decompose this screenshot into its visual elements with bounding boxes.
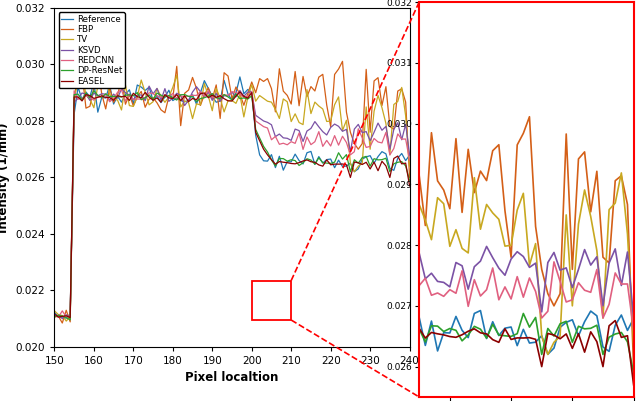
EASEL	[358, 162, 366, 167]
TV	[141, 90, 149, 95]
TV	[102, 75, 109, 80]
Line: REDCNN: REDCNN	[54, 90, 410, 317]
KSVD	[145, 84, 153, 89]
FBP	[138, 89, 145, 94]
REDCNN	[406, 158, 413, 163]
REDCNN	[264, 126, 271, 130]
TV	[406, 164, 413, 168]
REDCNN	[402, 137, 410, 142]
Reference	[98, 95, 106, 100]
TV	[402, 113, 410, 118]
EASEL	[402, 161, 410, 166]
TV	[78, 71, 86, 75]
KSVD	[402, 122, 410, 127]
DP-ResNet	[141, 95, 149, 100]
X-axis label: Pixel localtion: Pixel localtion	[186, 371, 278, 385]
Line: KSVD: KSVD	[54, 86, 410, 319]
REDCNN	[118, 87, 125, 92]
DP-ResNet	[264, 150, 271, 154]
Line: DP-ResNet: DP-ResNet	[54, 91, 410, 320]
DP-ResNet	[102, 91, 109, 96]
KSVD	[358, 130, 366, 135]
REDCNN	[51, 313, 58, 318]
DP-ResNet	[406, 178, 413, 183]
Legend: Reference, FBP, TV, KSVD, REDCNN, DP-ResNet, EASEL: Reference, FBP, TV, KSVD, REDCNN, DP-Res…	[59, 12, 125, 88]
FBP	[358, 141, 366, 146]
EASEL	[264, 152, 271, 157]
EASEL	[138, 95, 145, 100]
Bar	[252, 281, 291, 320]
DP-ResNet	[358, 155, 366, 160]
DP-ResNet	[149, 97, 157, 102]
DP-ResNet	[402, 164, 410, 168]
KSVD	[149, 91, 157, 96]
Reference	[51, 310, 58, 314]
DP-ResNet	[90, 88, 98, 93]
Reference	[62, 316, 70, 321]
FBP	[51, 315, 58, 320]
EASEL	[51, 312, 58, 316]
TV	[62, 319, 70, 324]
EASEL	[67, 315, 74, 320]
FBP	[402, 100, 410, 105]
Line: EASEL: EASEL	[54, 92, 410, 318]
REDCNN	[98, 95, 106, 100]
EASEL	[236, 89, 244, 94]
Reference	[145, 85, 153, 89]
Reference	[264, 159, 271, 164]
FBP	[339, 59, 346, 64]
DP-ResNet	[67, 318, 74, 322]
Line: Reference: Reference	[54, 77, 410, 318]
REDCNN	[149, 91, 157, 96]
KSVD	[51, 314, 58, 319]
EASEL	[145, 95, 153, 99]
KSVD	[98, 91, 106, 96]
Y-axis label: Intensity (1/mm): Intensity (1/mm)	[0, 122, 10, 233]
REDCNN	[141, 95, 149, 100]
KSVD	[406, 152, 413, 157]
FBP	[98, 92, 106, 97]
Reference	[358, 157, 366, 162]
KSVD	[138, 93, 145, 97]
Reference	[138, 85, 145, 89]
Line: TV: TV	[54, 73, 410, 321]
EASEL	[406, 184, 413, 188]
DP-ResNet	[51, 314, 58, 319]
TV	[51, 308, 58, 313]
FBP	[406, 175, 413, 180]
EASEL	[98, 93, 106, 98]
TV	[358, 161, 366, 166]
TV	[149, 99, 157, 104]
FBP	[58, 321, 66, 326]
Reference	[406, 153, 413, 158]
REDCNN	[358, 136, 366, 140]
REDCNN	[54, 315, 62, 320]
Reference	[402, 158, 410, 163]
Line: FBP: FBP	[54, 61, 410, 323]
FBP	[260, 79, 268, 84]
Reference	[236, 75, 244, 79]
KSVD	[58, 316, 66, 321]
TV	[264, 99, 271, 103]
FBP	[145, 97, 153, 101]
KSVD	[264, 120, 271, 125]
